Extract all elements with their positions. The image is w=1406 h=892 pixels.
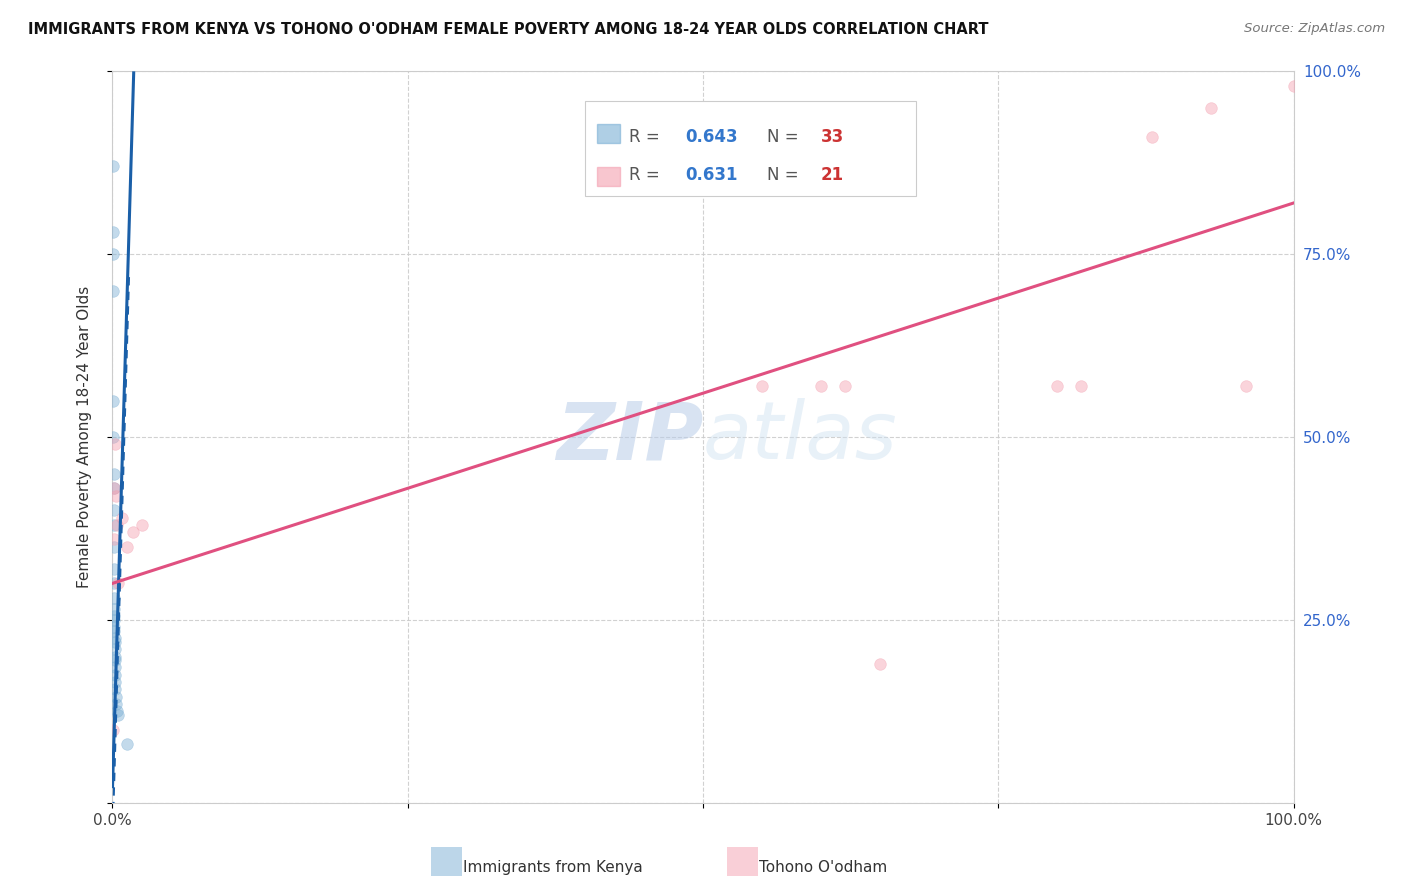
Point — [107, 708, 129, 723]
FancyBboxPatch shape — [585, 101, 915, 195]
Point — [1282, 78, 1305, 93]
Point — [103, 467, 125, 481]
Point — [104, 437, 127, 451]
Point — [115, 540, 138, 554]
Y-axis label: Female Poverty Among 18-24 Year Olds: Female Poverty Among 18-24 Year Olds — [77, 286, 91, 588]
Point — [101, 723, 124, 737]
Text: R =: R = — [630, 166, 665, 184]
Text: Source: ZipAtlas.com: Source: ZipAtlas.com — [1244, 22, 1385, 36]
Point — [1140, 130, 1163, 145]
Point — [105, 690, 128, 704]
Point — [101, 247, 124, 261]
Point — [103, 602, 125, 616]
Point — [103, 613, 125, 627]
Point — [105, 697, 128, 711]
Point — [104, 682, 127, 697]
Point — [101, 225, 124, 239]
Text: N =: N = — [768, 128, 804, 145]
Point — [103, 517, 125, 532]
Text: 33: 33 — [821, 128, 844, 145]
Point — [105, 705, 128, 719]
Point — [115, 737, 138, 751]
Point — [1070, 379, 1092, 393]
Point — [103, 576, 125, 591]
Point — [104, 660, 127, 674]
Point — [103, 562, 125, 576]
Point — [1199, 101, 1222, 115]
Bar — [596, 124, 620, 144]
Point — [1046, 379, 1069, 393]
Text: R =: R = — [630, 128, 665, 145]
Point — [105, 517, 128, 532]
Text: 0.643: 0.643 — [685, 128, 737, 145]
Point — [104, 653, 127, 667]
Text: 0.631: 0.631 — [685, 166, 737, 184]
Text: atlas: atlas — [703, 398, 898, 476]
Point — [103, 609, 125, 624]
Point — [131, 517, 153, 532]
Point — [105, 489, 128, 503]
Point — [103, 481, 125, 495]
Text: N =: N = — [768, 166, 804, 184]
Text: ZIP: ZIP — [555, 398, 703, 476]
Point — [103, 591, 125, 605]
Point — [111, 510, 134, 524]
Point — [101, 284, 124, 298]
Point — [810, 379, 832, 393]
Point — [104, 635, 127, 649]
Point — [751, 379, 773, 393]
Point — [104, 667, 127, 681]
Bar — [596, 167, 620, 186]
Point — [103, 430, 125, 444]
Point — [834, 379, 856, 393]
Point — [104, 632, 127, 646]
Point — [104, 642, 127, 657]
Text: Immigrants from Kenya: Immigrants from Kenya — [463, 860, 643, 874]
Point — [103, 481, 125, 495]
Point — [103, 503, 125, 517]
Text: Tohono O'odham: Tohono O'odham — [758, 860, 887, 874]
Point — [103, 540, 125, 554]
Point — [104, 649, 127, 664]
Point — [103, 624, 125, 638]
Point — [107, 576, 129, 591]
Text: IMMIGRANTS FROM KENYA VS TOHONO O'ODHAM FEMALE POVERTY AMONG 18-24 YEAR OLDS COR: IMMIGRANTS FROM KENYA VS TOHONO O'ODHAM … — [28, 22, 988, 37]
Point — [103, 533, 125, 547]
Point — [103, 620, 125, 634]
Point — [1234, 379, 1257, 393]
Point — [103, 393, 125, 408]
Point — [121, 525, 143, 540]
Point — [101, 160, 124, 174]
Point — [104, 675, 127, 690]
Point — [869, 657, 891, 671]
Text: 21: 21 — [821, 166, 844, 184]
